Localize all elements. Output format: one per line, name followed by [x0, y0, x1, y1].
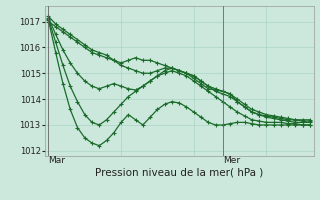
X-axis label: Pression niveau de la mer( hPa ): Pression niveau de la mer( hPa ) [95, 167, 263, 177]
Text: Mar: Mar [48, 156, 65, 165]
Text: Mer: Mer [223, 156, 240, 165]
